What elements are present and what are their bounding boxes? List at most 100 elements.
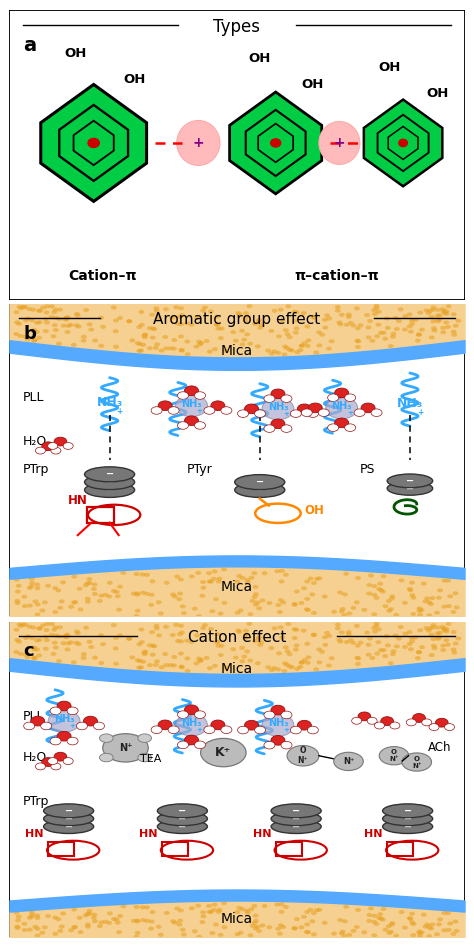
Ellipse shape xyxy=(17,623,22,627)
Ellipse shape xyxy=(180,605,186,609)
Ellipse shape xyxy=(426,934,432,938)
Ellipse shape xyxy=(44,320,50,324)
Ellipse shape xyxy=(131,592,137,595)
Ellipse shape xyxy=(177,121,220,165)
Ellipse shape xyxy=(208,309,214,314)
Ellipse shape xyxy=(456,319,461,322)
Ellipse shape xyxy=(14,638,20,642)
Ellipse shape xyxy=(154,659,160,664)
Ellipse shape xyxy=(184,416,199,425)
Ellipse shape xyxy=(113,662,119,666)
Text: N⁺: N⁺ xyxy=(119,743,132,753)
Ellipse shape xyxy=(45,584,51,588)
Ellipse shape xyxy=(233,655,239,660)
Ellipse shape xyxy=(402,645,408,649)
Ellipse shape xyxy=(75,631,81,635)
Ellipse shape xyxy=(24,722,35,729)
Ellipse shape xyxy=(279,635,285,640)
Ellipse shape xyxy=(154,624,159,628)
Ellipse shape xyxy=(138,734,152,743)
Ellipse shape xyxy=(451,312,456,317)
Text: NH₃: NH₃ xyxy=(97,396,123,409)
Ellipse shape xyxy=(154,627,160,631)
Ellipse shape xyxy=(415,339,421,342)
Ellipse shape xyxy=(301,409,312,417)
Ellipse shape xyxy=(154,309,160,313)
Ellipse shape xyxy=(402,631,408,636)
Ellipse shape xyxy=(52,641,58,645)
Ellipse shape xyxy=(181,611,187,615)
Text: +: + xyxy=(197,408,202,414)
Ellipse shape xyxy=(16,915,22,919)
Ellipse shape xyxy=(221,407,232,415)
Ellipse shape xyxy=(184,386,199,396)
Ellipse shape xyxy=(14,578,19,582)
Ellipse shape xyxy=(42,758,55,767)
Ellipse shape xyxy=(319,122,360,165)
Ellipse shape xyxy=(15,926,21,930)
Ellipse shape xyxy=(284,346,290,350)
Ellipse shape xyxy=(102,592,109,597)
Ellipse shape xyxy=(376,310,382,314)
Ellipse shape xyxy=(200,626,206,631)
Ellipse shape xyxy=(297,665,303,669)
Text: +: + xyxy=(334,136,345,150)
Ellipse shape xyxy=(15,590,21,593)
Ellipse shape xyxy=(299,925,304,929)
Ellipse shape xyxy=(402,753,431,771)
Ellipse shape xyxy=(446,604,452,608)
Ellipse shape xyxy=(62,634,68,638)
Ellipse shape xyxy=(410,933,416,938)
Ellipse shape xyxy=(257,325,263,330)
Ellipse shape xyxy=(378,589,384,592)
Text: NH₃: NH₃ xyxy=(397,397,423,410)
Text: PLL: PLL xyxy=(23,709,45,723)
Ellipse shape xyxy=(44,638,50,642)
Ellipse shape xyxy=(113,329,118,333)
Ellipse shape xyxy=(173,305,179,309)
Ellipse shape xyxy=(208,910,214,914)
Ellipse shape xyxy=(383,812,433,825)
Ellipse shape xyxy=(413,713,425,723)
Ellipse shape xyxy=(410,611,416,616)
Ellipse shape xyxy=(22,928,27,932)
Ellipse shape xyxy=(308,908,313,912)
Ellipse shape xyxy=(99,344,104,348)
Ellipse shape xyxy=(30,308,36,312)
Ellipse shape xyxy=(39,609,46,612)
Ellipse shape xyxy=(150,644,156,648)
Ellipse shape xyxy=(258,323,264,327)
Text: −: − xyxy=(255,485,264,495)
Ellipse shape xyxy=(407,642,413,646)
Ellipse shape xyxy=(305,608,311,612)
Ellipse shape xyxy=(337,639,343,644)
Ellipse shape xyxy=(430,623,437,628)
Ellipse shape xyxy=(371,308,377,312)
Ellipse shape xyxy=(175,639,181,643)
Ellipse shape xyxy=(311,633,317,637)
Ellipse shape xyxy=(237,906,242,910)
Text: +: + xyxy=(283,728,289,733)
Ellipse shape xyxy=(142,650,148,653)
Ellipse shape xyxy=(374,651,380,656)
Ellipse shape xyxy=(147,644,153,648)
Ellipse shape xyxy=(41,722,52,729)
Ellipse shape xyxy=(271,419,285,429)
Ellipse shape xyxy=(147,663,153,667)
Ellipse shape xyxy=(283,905,289,909)
Ellipse shape xyxy=(53,646,59,650)
Ellipse shape xyxy=(50,737,61,745)
Ellipse shape xyxy=(131,919,137,922)
Ellipse shape xyxy=(446,622,452,626)
Ellipse shape xyxy=(245,911,251,915)
Ellipse shape xyxy=(451,648,456,651)
Text: PTrp: PTrp xyxy=(23,463,49,476)
Ellipse shape xyxy=(344,322,350,327)
Ellipse shape xyxy=(304,608,310,611)
Ellipse shape xyxy=(44,622,50,626)
Ellipse shape xyxy=(64,318,69,321)
Ellipse shape xyxy=(194,421,206,429)
Ellipse shape xyxy=(444,627,449,631)
Ellipse shape xyxy=(144,919,150,923)
Ellipse shape xyxy=(253,914,258,918)
